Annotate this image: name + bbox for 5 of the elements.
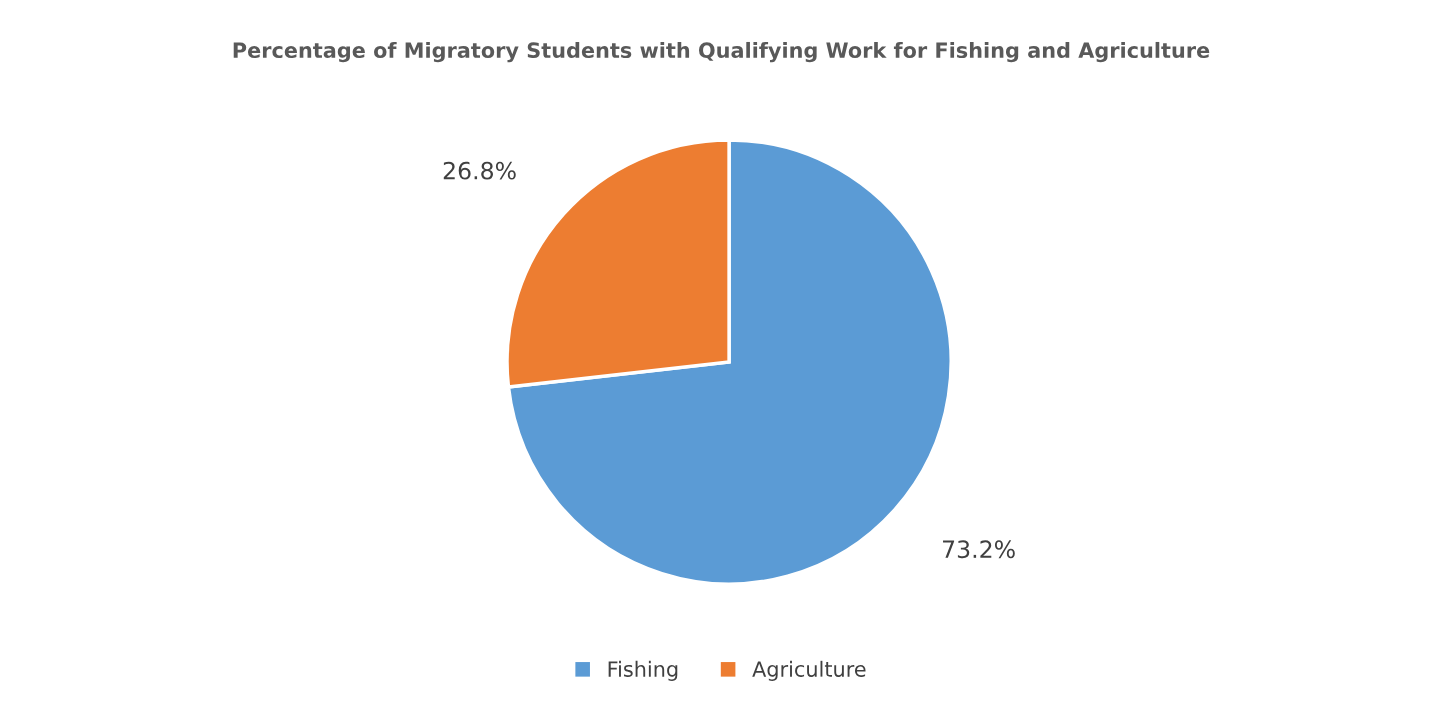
data-label: 73.2% bbox=[943, 540, 1015, 559]
legend-label: Agriculture bbox=[752, 660, 866, 681]
chart-title: Percentage of Migratory Students with Qualifying Work for Fishing and Agriculture bbox=[233, 41, 1210, 63]
legend-label: Fishing bbox=[608, 660, 678, 681]
data-label: 26.8% bbox=[443, 161, 516, 180]
